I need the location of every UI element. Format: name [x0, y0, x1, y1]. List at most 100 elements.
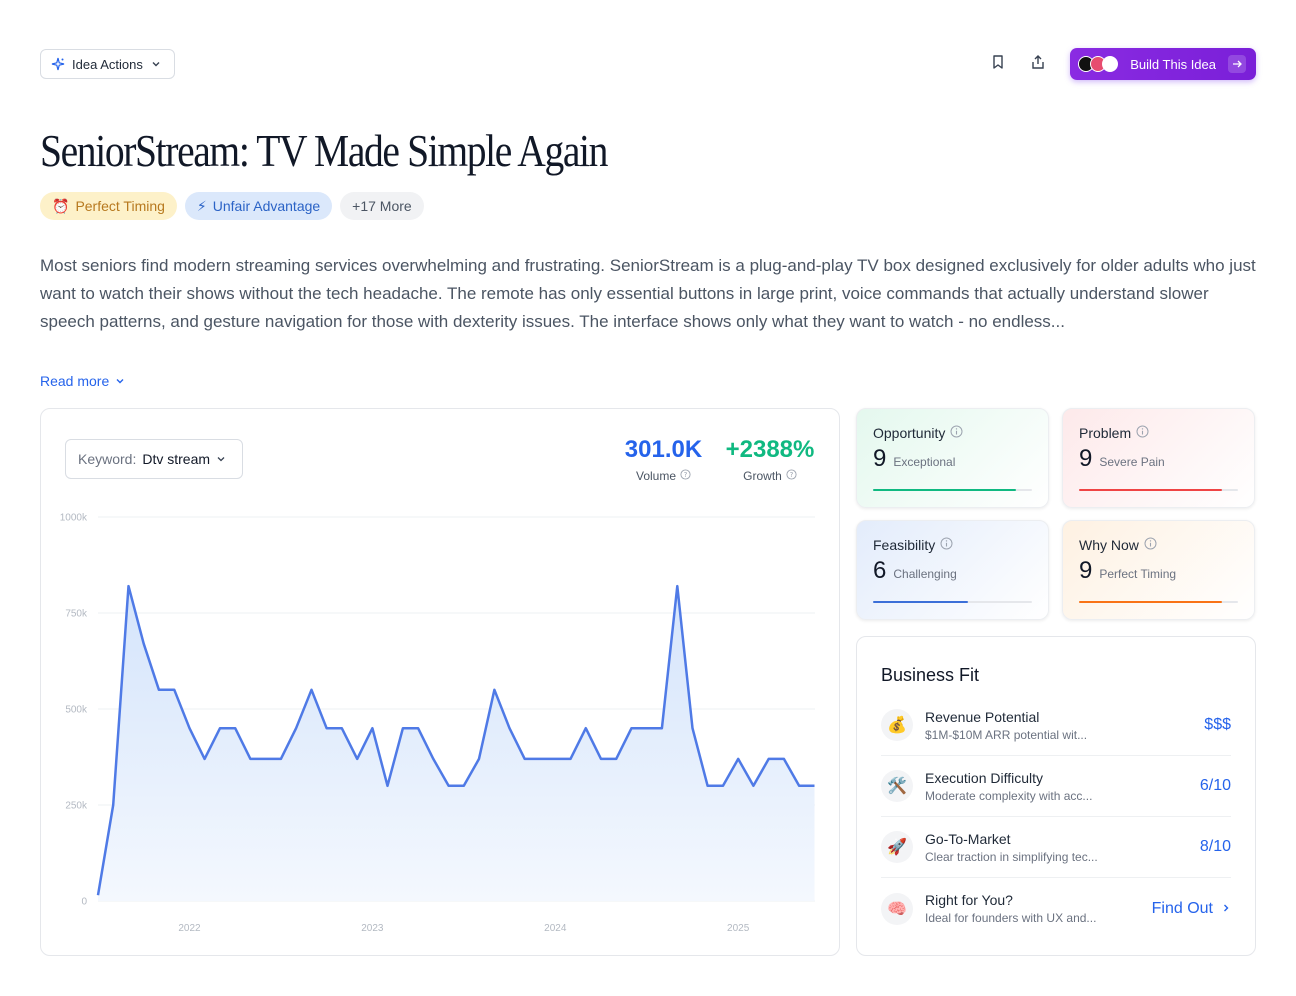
- volume-value: 301.0K: [624, 436, 703, 463]
- chevron-down-icon: [115, 373, 125, 389]
- score-row: 9 Perfect Timing: [1079, 557, 1238, 585]
- score-value: 9: [873, 445, 887, 472]
- score-bar: [1079, 489, 1238, 491]
- bookmark-button[interactable]: [982, 48, 1014, 80]
- arrow-right-icon: [1228, 55, 1246, 73]
- trend-chart: 0 250k 500k 750k 1000k 2022 2023 2024 2025: [60, 513, 815, 934]
- growth-label-row: Growth ?: [723, 469, 817, 483]
- score-value: 9: [1079, 557, 1093, 584]
- more-tags-button[interactable]: +17 More: [340, 192, 424, 220]
- svg-text:?: ?: [789, 471, 793, 479]
- build-this-idea-button[interactable]: Build This Idea: [1070, 48, 1256, 80]
- find-out-link[interactable]: Find Out: [1152, 900, 1231, 918]
- score-title-row: Feasibility: [873, 537, 1032, 553]
- tag-list: ⏰ Perfect Timing ⚡ Unfair Advantage +17 …: [40, 192, 424, 220]
- feasibility-score-card[interactable]: Feasibility 6 Challenging: [856, 520, 1049, 620]
- biz-name: Execution Difficulty: [925, 769, 1044, 786]
- score-title: Opportunity: [873, 425, 946, 441]
- brain-icon: 🧠: [881, 892, 913, 925]
- keyword-value: Dtv stream: [142, 451, 211, 467]
- score-title-row: Why Now: [1079, 537, 1238, 553]
- score-bar-fill: [1079, 601, 1223, 603]
- tag-perfect-timing[interactable]: ⏰ Perfect Timing: [40, 192, 177, 220]
- keyword-select[interactable]: Keyword: Dtv stream: [65, 439, 243, 479]
- biz-name: Go-To-Market: [925, 830, 1011, 847]
- tag-label: Unfair Advantage: [212, 198, 321, 214]
- chevron-down-icon: [150, 58, 162, 70]
- business-fit-card: Business Fit 💰 Revenue Potential $1M-$10…: [856, 636, 1256, 956]
- biz-sub: Clear traction in simplifying tec...: [925, 849, 1098, 864]
- trend-chart-card: Keyword: Dtv stream 301.0K Volume ? +238…: [40, 408, 840, 956]
- score-bar: [873, 601, 1032, 603]
- score-value: 6: [873, 557, 887, 584]
- x-tick-label: 2024: [544, 923, 567, 934]
- sparkle-icon: [51, 57, 65, 71]
- share-icon: [1030, 54, 1046, 75]
- biz-text: Right for You? Ideal for founders with U…: [925, 892, 1152, 925]
- growth-stat: +2388% Growth ?: [723, 435, 817, 483]
- tag-unfair-advantage[interactable]: ⚡ Unfair Advantage: [184, 192, 333, 220]
- partner-logos: [1078, 56, 1119, 72]
- find-out-label: Find Out: [1151, 899, 1213, 917]
- chevron-down-icon: [216, 451, 226, 467]
- execution-difficulty-row[interactable]: 🛠️ Execution Difficulty Moderate complex…: [881, 756, 1231, 817]
- why-now-score-card[interactable]: Why Now 9 Perfect Timing: [1062, 520, 1255, 620]
- y-tick-label: 250k: [65, 801, 88, 812]
- biz-value: $$$: [1204, 716, 1231, 733]
- top-bar: Idea Actions Build This Idea: [40, 48, 1256, 80]
- logo-icon: [1102, 56, 1119, 72]
- score-title-row: Problem: [1079, 425, 1238, 441]
- info-icon[interactable]: [940, 537, 953, 553]
- read-more-label: Read more: [40, 373, 110, 389]
- score-title: Problem: [1079, 425, 1132, 441]
- rocket-icon: 🚀: [881, 831, 913, 863]
- score-bar-fill: [873, 489, 1017, 491]
- business-fit-title: Business Fit: [881, 665, 980, 685]
- opportunity-score-card[interactable]: Opportunity 9 Exceptional: [856, 408, 1049, 508]
- score-row: 9 Exceptional: [873, 445, 1032, 473]
- score-desc: Perfect Timing: [1099, 567, 1177, 581]
- volume-label-row: Volume ?: [621, 469, 706, 483]
- revenue-potential-row[interactable]: 💰 Revenue Potential $1M-$10M ARR potenti…: [881, 695, 1231, 756]
- score-bar-fill: [873, 601, 969, 603]
- biz-name: Revenue Potential: [925, 708, 1040, 725]
- idea-actions-label: Idea Actions: [72, 56, 143, 72]
- biz-value: 6/10: [1199, 777, 1231, 794]
- x-tick-label: 2023: [361, 923, 384, 934]
- x-tick-label: 2025: [727, 923, 750, 934]
- share-button[interactable]: [1022, 48, 1054, 80]
- x-tick-label: 2022: [178, 923, 201, 934]
- score-title-row: Opportunity: [873, 425, 1032, 441]
- score-row: 6 Challenging: [873, 557, 1032, 585]
- score-value: 9: [1079, 445, 1093, 472]
- score-title: Why Now: [1079, 537, 1139, 553]
- alarm-clock-icon: ⏰: [52, 197, 70, 214]
- build-label: Build This Idea: [1130, 56, 1216, 72]
- problem-score-card[interactable]: Problem 9 Severe Pain: [1062, 408, 1255, 508]
- idea-actions-button[interactable]: Idea Actions: [40, 49, 175, 79]
- score-bar: [873, 489, 1032, 491]
- page-title: SeniorStream: TV Made Simple Again: [40, 125, 608, 176]
- idea-description: Most seniors find modern streaming servi…: [40, 256, 1256, 331]
- go-to-market-row[interactable]: 🚀 Go-To-Market Clear traction in simplif…: [881, 817, 1231, 878]
- read-more-link[interactable]: Read more: [40, 373, 125, 389]
- info-icon[interactable]: [1136, 425, 1149, 441]
- biz-text: Revenue Potential $1M-$10M ARR potential…: [925, 709, 1204, 742]
- biz-value: 8/10: [1199, 838, 1231, 855]
- right-for-you-row[interactable]: 🧠 Right for You? Ideal for founders with…: [881, 878, 1231, 939]
- keyword-label: Keyword:: [78, 451, 137, 467]
- tag-label: Perfect Timing: [75, 198, 165, 214]
- y-tick-label: 1000k: [60, 513, 88, 524]
- volume-stat: 301.0K Volume ?: [621, 435, 706, 483]
- help-icon[interactable]: ?: [680, 469, 691, 483]
- tools-icon: 🛠️: [881, 770, 913, 802]
- bookmark-icon: [990, 54, 1006, 75]
- info-icon[interactable]: [1144, 537, 1157, 553]
- biz-text: Go-To-Market Clear traction in simplifyi…: [925, 831, 1200, 864]
- score-desc: Challenging: [893, 567, 957, 581]
- help-icon[interactable]: ?: [786, 469, 797, 483]
- y-tick-label: 750k: [65, 609, 88, 620]
- info-icon[interactable]: [950, 425, 963, 441]
- biz-name: Right for You?: [925, 892, 1013, 908]
- biz-sub: $1M-$10M ARR potential wit...: [925, 727, 1088, 742]
